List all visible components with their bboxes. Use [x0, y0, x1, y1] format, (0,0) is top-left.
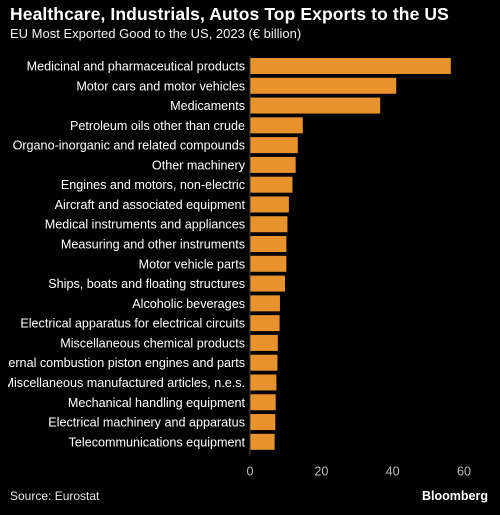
category-label: Motor cars and motor vehicles	[76, 79, 245, 93]
category-label: Other machinery	[152, 158, 246, 172]
category-label: Organo-inorganic and related compounds	[13, 139, 245, 153]
category-label: Alcoholic beverages	[132, 297, 245, 311]
source-note: Source: Eurostat	[10, 489, 100, 503]
x-tick-label: 60	[457, 465, 471, 479]
bar	[250, 315, 280, 332]
bar	[250, 236, 287, 253]
bar	[250, 216, 288, 233]
bar	[250, 433, 275, 450]
category-label: Miscellaneous manufactured articles, n.e…	[4, 376, 246, 390]
bar	[250, 156, 296, 173]
x-tick-label: 40	[386, 465, 400, 479]
chart-title: Healthcare, Industrials, Autos Top Expor…	[10, 4, 449, 24]
category-label: Petroleum oils other than crude	[70, 119, 245, 133]
bar	[250, 394, 276, 411]
bar	[250, 334, 278, 351]
category-label: Medical instruments and appliances	[45, 218, 245, 232]
category-label: Medicaments	[170, 99, 245, 113]
bar	[250, 196, 289, 213]
category-label: Mechanical handling equipment	[68, 396, 246, 410]
bar	[250, 77, 397, 94]
bar	[250, 117, 303, 134]
bar	[250, 354, 278, 371]
category-label: Measuring and other instruments	[61, 238, 245, 252]
bar	[250, 374, 277, 391]
bar	[250, 414, 276, 431]
category-label: Miscellaneous chemical products	[60, 336, 245, 350]
category-label: Ships, boats and floating structures	[48, 277, 245, 291]
chart-subtitle: EU Most Exported Good to the US, 2023 (€…	[10, 26, 302, 41]
category-label: Internal combustion piston engines and p…	[0, 356, 245, 370]
bar-chart: Medicinal and pharmaceutical products Mot…	[0, 52, 500, 484]
category-label: Aircraft and associated equipment	[55, 198, 246, 212]
chart-svg: Medicinal and pharmaceutical products Mot…	[0, 56, 471, 479]
category-label: Motor vehicle parts	[139, 257, 245, 271]
category-label: Electrical machinery and apparatus	[48, 416, 245, 430]
bar	[250, 58, 451, 74]
bar	[250, 295, 280, 312]
bar	[250, 137, 298, 154]
brand-logo: Bloomberg	[422, 489, 488, 503]
bar	[250, 97, 381, 114]
x-tick-label: 0	[246, 465, 253, 479]
category-label: Medicinal and pharmaceutical products	[27, 60, 245, 74]
x-tick-label: 20	[314, 465, 328, 479]
category-label: Electrical apparatus for electrical circ…	[20, 317, 245, 331]
category-labels: Medicinal and pharmaceutical products Mot…	[0, 60, 246, 450]
category-label: Engines and motors, non-electric	[61, 178, 245, 192]
bar	[250, 176, 293, 193]
category-label: Telecommunications equipment	[69, 435, 246, 449]
bar	[250, 275, 285, 292]
bar	[250, 255, 287, 272]
